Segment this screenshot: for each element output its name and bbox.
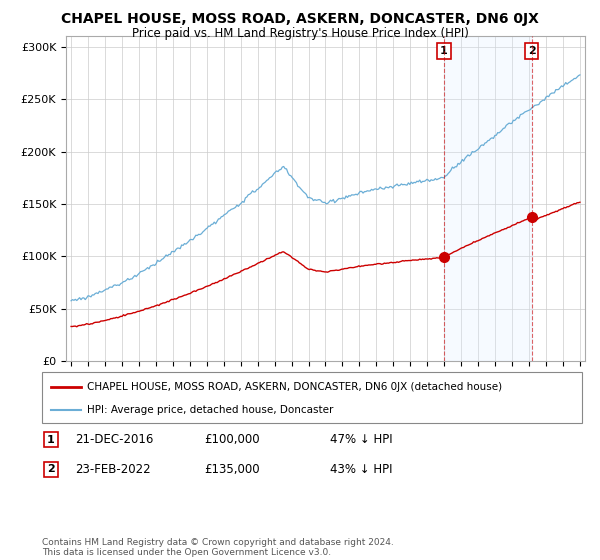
Text: HPI: Average price, detached house, Doncaster: HPI: Average price, detached house, Donc… xyxy=(87,405,334,415)
Text: 21-DEC-2016: 21-DEC-2016 xyxy=(75,433,154,446)
Text: CHAPEL HOUSE, MOSS ROAD, ASKERN, DONCASTER, DN6 0JX: CHAPEL HOUSE, MOSS ROAD, ASKERN, DONCAST… xyxy=(61,12,539,26)
Text: Contains HM Land Registry data © Crown copyright and database right 2024.
This d: Contains HM Land Registry data © Crown c… xyxy=(42,538,394,557)
Text: 47% ↓ HPI: 47% ↓ HPI xyxy=(330,433,392,446)
Text: 1: 1 xyxy=(440,46,448,56)
Text: 43% ↓ HPI: 43% ↓ HPI xyxy=(330,463,392,476)
Text: 1: 1 xyxy=(47,435,55,445)
Text: 23-FEB-2022: 23-FEB-2022 xyxy=(75,463,151,476)
Text: £135,000: £135,000 xyxy=(204,463,260,476)
Text: 2: 2 xyxy=(528,46,536,56)
Text: 2: 2 xyxy=(47,464,55,474)
Text: £100,000: £100,000 xyxy=(204,433,260,446)
Text: CHAPEL HOUSE, MOSS ROAD, ASKERN, DONCASTER, DN6 0JX (detached house): CHAPEL HOUSE, MOSS ROAD, ASKERN, DONCAST… xyxy=(87,381,502,391)
Text: Price paid vs. HM Land Registry's House Price Index (HPI): Price paid vs. HM Land Registry's House … xyxy=(131,27,469,40)
Bar xyxy=(444,36,532,361)
